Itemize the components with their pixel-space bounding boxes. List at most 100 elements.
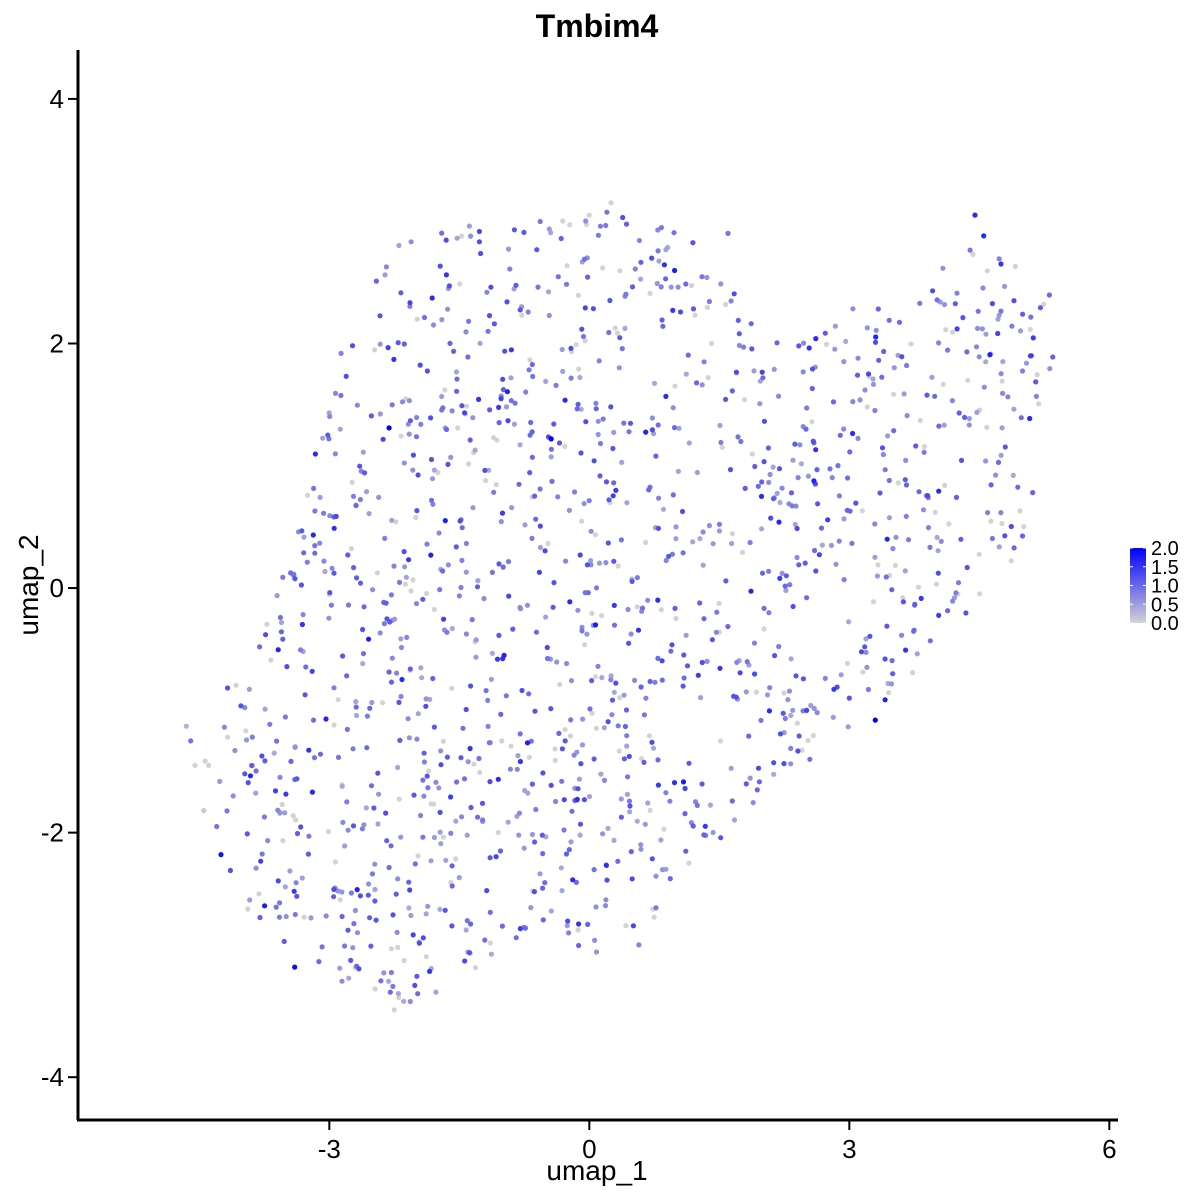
data-point [1037,305,1043,311]
data-point [736,331,742,337]
data-point [1012,263,1018,269]
data-point [579,628,585,634]
data-point [608,200,614,206]
data-point [391,563,397,569]
data-point [899,354,905,360]
data-point [677,309,684,315]
data-point [641,759,647,766]
data-point [515,753,521,759]
data-point [391,1007,397,1013]
data-point [376,494,382,500]
data-point [559,888,565,894]
data-point [575,607,581,613]
data-point [786,688,793,694]
data-point [459,557,465,564]
data-point [371,805,377,811]
data-point [987,352,993,358]
x-axis-title: umap_1 [546,1155,647,1186]
data-point [468,804,474,811]
data-point [761,605,767,612]
data-point [221,724,227,730]
data-point [819,542,825,548]
data-point [428,456,435,463]
data-point [772,653,778,659]
data-point [764,692,771,698]
data-point [634,575,641,581]
data-point [263,632,269,638]
data-point [837,432,843,438]
data-point [618,814,625,820]
data-point [574,796,580,803]
y-tick-label: -2 [41,818,64,848]
data-point [444,629,450,635]
data-point [380,436,386,442]
data-point [697,600,703,606]
data-point [613,680,619,686]
data-point [502,348,508,354]
data-point [537,523,543,529]
data-point [694,802,700,809]
data-point [859,508,865,514]
data-point [747,539,753,546]
data-point [453,818,459,824]
data-point [806,345,812,351]
data-point [794,720,800,726]
data-point [578,450,584,456]
data-point [444,754,450,760]
data-point [390,912,396,918]
data-point [491,321,497,327]
data-point [686,440,692,446]
data-point [243,737,250,743]
data-point [523,389,529,395]
data-point [935,570,941,576]
data-point [249,734,255,740]
data-point [798,461,805,467]
data-point [694,380,700,386]
data-point [533,629,540,635]
data-point [383,810,389,816]
data-point [365,892,371,898]
data-point [888,681,895,687]
data-point [694,469,701,476]
data-point [511,227,517,233]
data-point [391,356,397,362]
data-point [312,550,318,556]
data-point [814,467,820,473]
data-point [731,817,738,823]
data-point [827,466,833,472]
data-point [809,419,815,425]
data-point [1002,283,1008,289]
data-point [743,689,749,695]
data-point [430,675,436,682]
data-point [389,517,395,523]
data-point [663,393,669,399]
data-point [622,723,629,730]
data-point [339,783,345,789]
data-point [903,647,909,653]
data-point [436,785,442,791]
data-point [934,297,940,303]
data-point [752,463,758,470]
data-point [261,814,267,820]
data-point [656,495,662,501]
data-point [339,889,345,895]
data-point [921,449,927,455]
data-point [588,528,594,534]
data-point [643,429,649,435]
data-point [537,218,543,225]
legend-tick-label: 1.5 [1151,557,1179,579]
data-point [372,861,378,867]
data-point [988,482,994,488]
data-point [941,301,948,308]
data-point [458,233,465,239]
data-point [723,396,729,402]
data-point [655,782,662,788]
data-point [727,467,734,473]
data-point [413,434,420,440]
data-point [1000,359,1006,365]
data-point [855,435,861,441]
data-point [482,467,488,473]
data-point [586,793,593,800]
data-point [573,342,579,348]
data-point [485,697,491,704]
